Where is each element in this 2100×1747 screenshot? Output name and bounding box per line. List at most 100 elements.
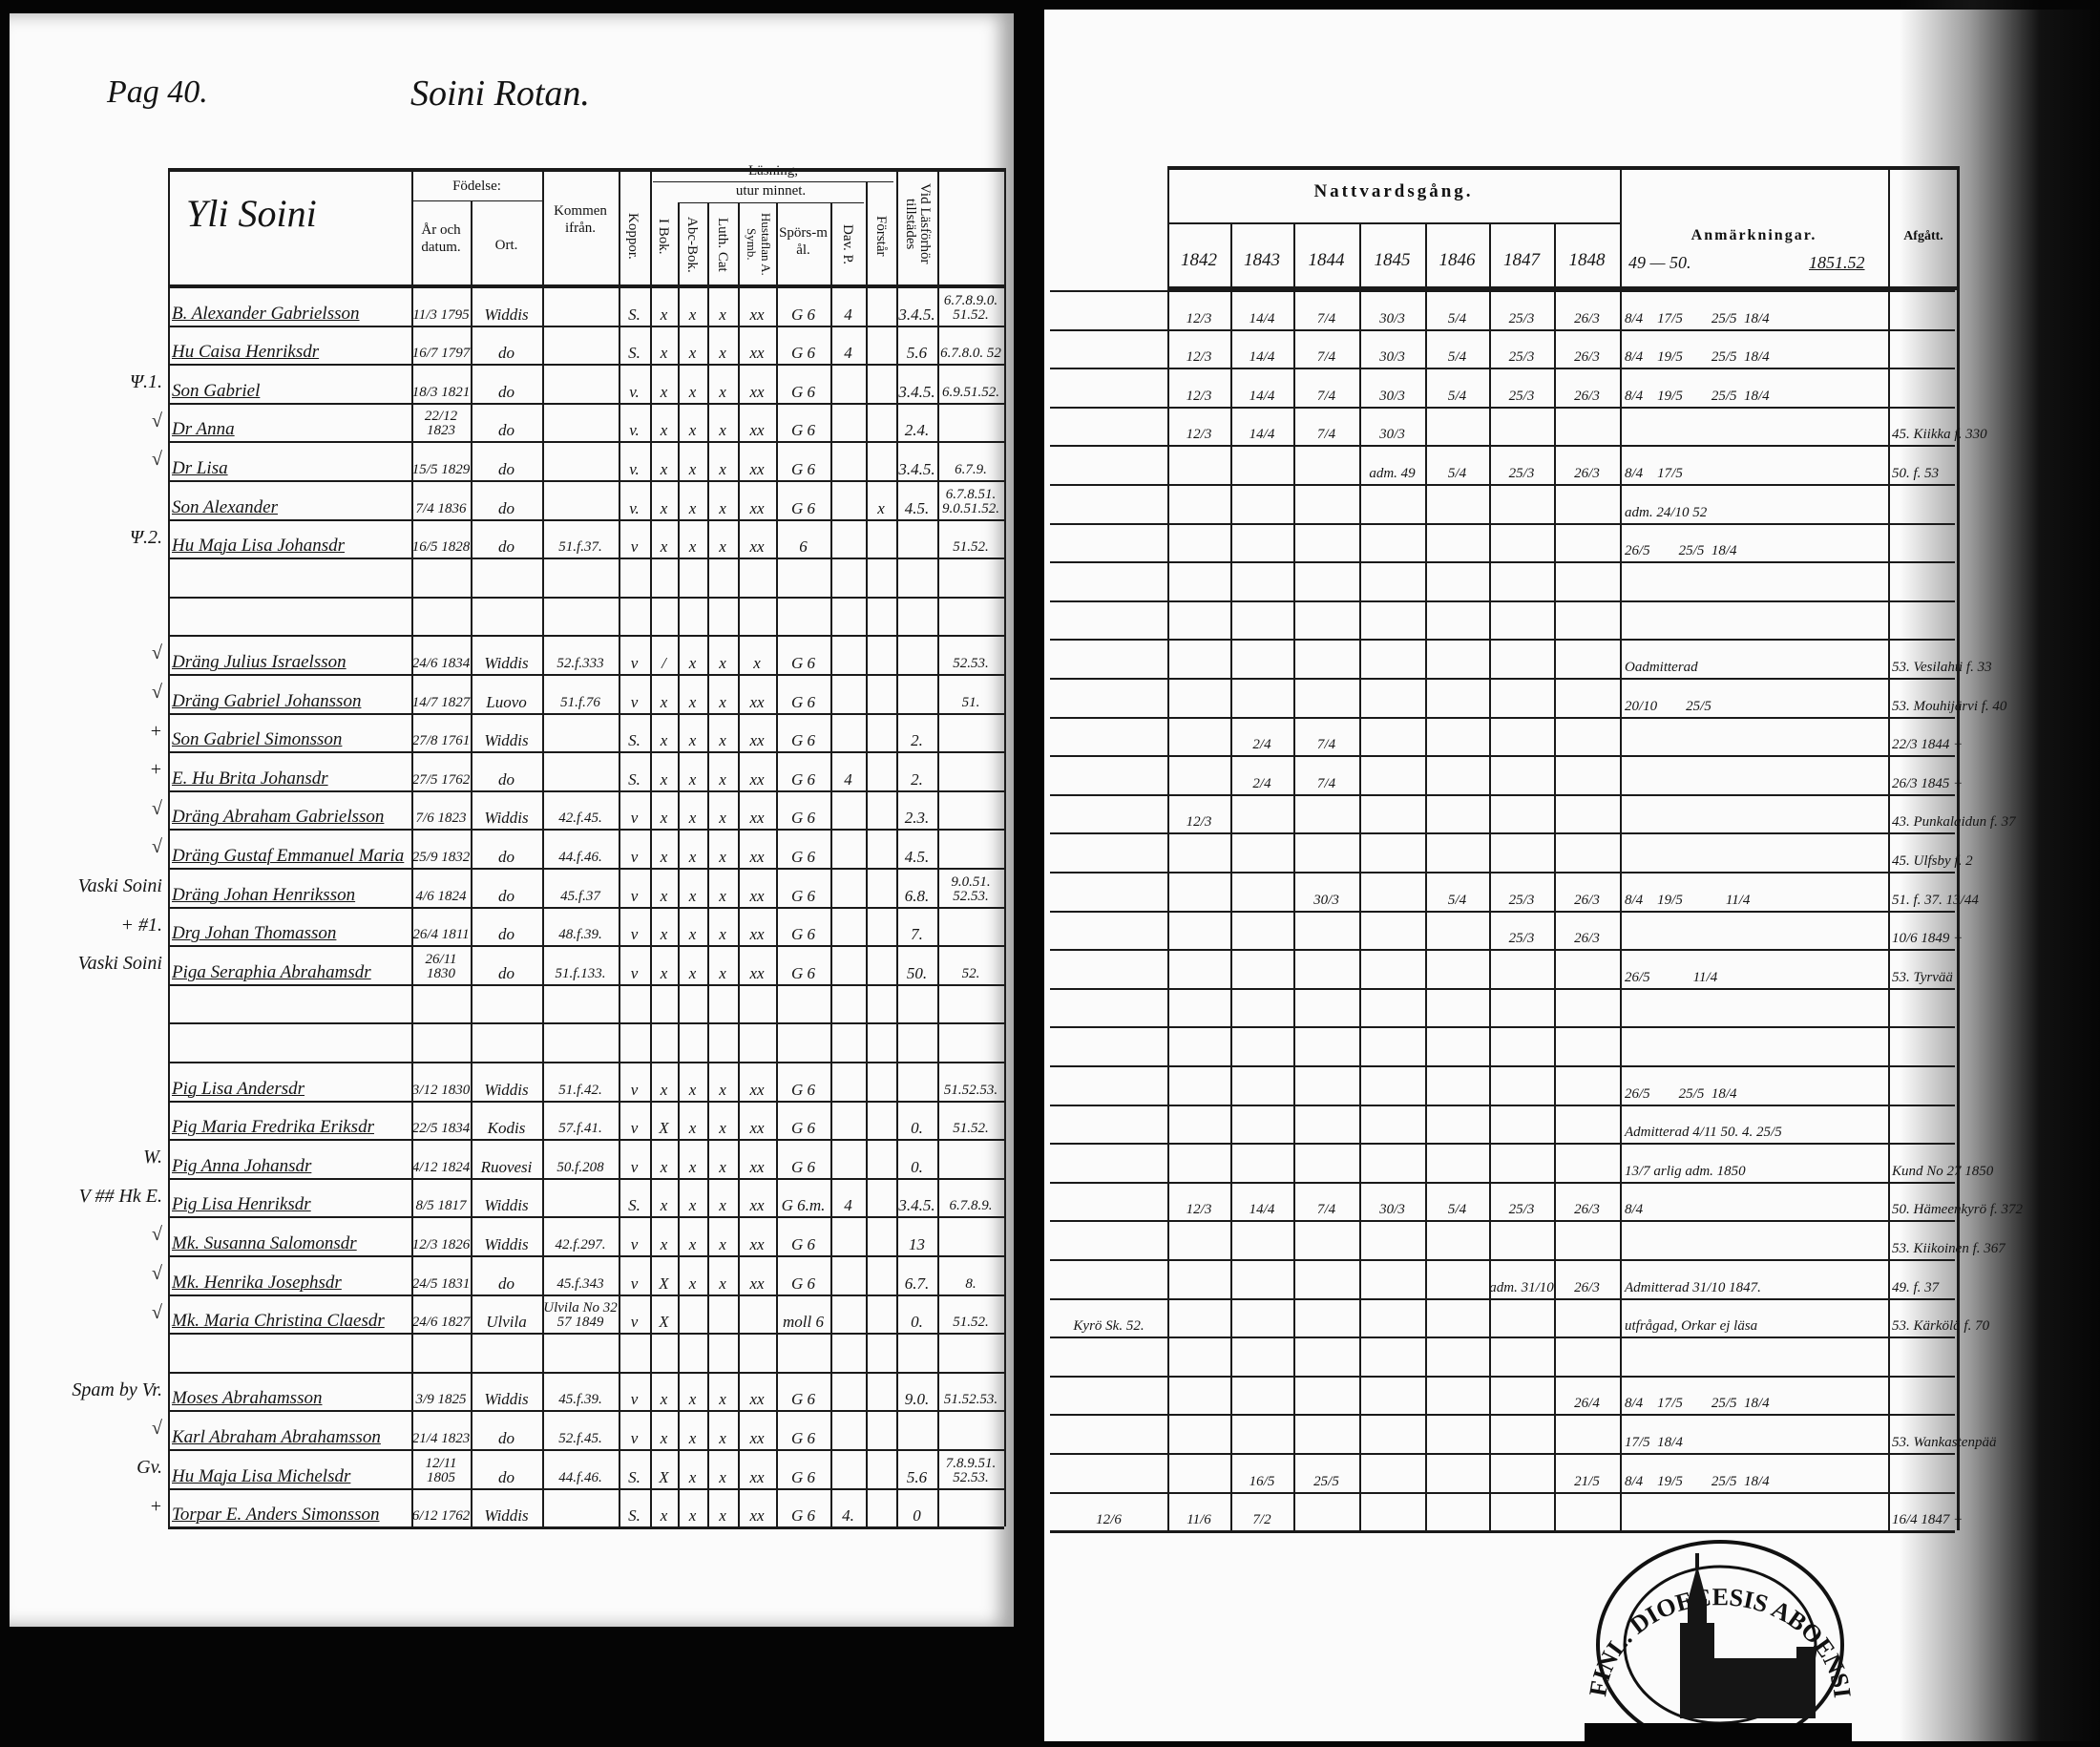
cell-i-bok: x [660, 1390, 668, 1409]
cell-hustaflan [738, 558, 776, 597]
cell-koppor: v [630, 809, 639, 828]
remark: adm. 24/10 52 [1625, 504, 1708, 520]
communion-date [1359, 1220, 1425, 1259]
cell-vid: 13 [909, 1234, 925, 1253]
remark: 8/4 19/5 11/4 [1625, 892, 1751, 908]
communion-date: 30/3 [1379, 1202, 1405, 1218]
communion-date [1425, 1065, 1489, 1105]
cell-born: 15/5 1829 [411, 461, 471, 477]
cell-sporsmal: G 6 [790, 1157, 816, 1176]
person-name: Hu Maja Lisa Johansdr [172, 536, 346, 557]
communion-date [1425, 639, 1489, 678]
communion-date [1293, 911, 1359, 950]
communion-date [1359, 949, 1425, 988]
remark [1625, 1026, 1886, 1065]
cell-forstar [866, 326, 896, 365]
communion-date [1230, 1376, 1293, 1415]
left-margin-note: V ## Hk E. [78, 1185, 162, 1207]
communion-date: 30/3 [1379, 388, 1405, 404]
communion-date [1293, 523, 1359, 562]
cell-koppor: v [630, 847, 639, 866]
remark [1625, 1220, 1886, 1259]
communion-date [1425, 1220, 1489, 1259]
cell-luth-cat: x [719, 1196, 726, 1215]
left-margin-note: + [149, 759, 163, 781]
cell-dav-p [830, 1449, 866, 1488]
left-row-line [168, 1100, 1004, 1103]
cell-sporsmal: G 6 [790, 498, 816, 517]
cell-born [411, 1333, 471, 1372]
cell-born: 24/6 1827 [411, 1315, 471, 1331]
cell-luth-cat: x [719, 1119, 726, 1138]
cell-hustaflan: xx [749, 731, 765, 750]
cell-koppor: v [630, 1273, 639, 1293]
communion-date [1293, 678, 1359, 717]
left-margin-note: √ [152, 1418, 162, 1440]
left-margin-note: Vaski Soini [77, 953, 162, 975]
header-year: 1844 [1308, 250, 1345, 270]
cell-luth-cat: x [719, 809, 726, 828]
communion-date [1554, 1143, 1620, 1182]
left-row-line [168, 1139, 1004, 1142]
cell-i-bok: x [660, 692, 668, 711]
right-pre-note [1050, 368, 1167, 407]
cell-years: 6.7.9. [955, 461, 987, 477]
communion-date [1489, 1414, 1554, 1453]
cell-i-bok: X [659, 1313, 669, 1332]
cell-luth-cat: x [719, 344, 726, 363]
remark: Admitterad 4/11 50. 4. 25/5 [1625, 1125, 1782, 1141]
cell-came-from: 45.f.39. [558, 1392, 602, 1408]
cell-luth-cat: x [719, 1428, 726, 1447]
cell-forstar [866, 751, 896, 790]
cell-hustaflan: xx [749, 1506, 765, 1526]
left-page [10, 13, 1014, 1627]
cell-luth-cat: x [719, 692, 726, 711]
person-name: Pig Lisa Henriksdr [172, 1194, 311, 1215]
remark [1625, 988, 1886, 1027]
cell-i-bok: x [660, 1080, 668, 1099]
communion-date: 30/3 [1313, 892, 1339, 908]
remark [1625, 717, 1886, 756]
cell-place [471, 1022, 542, 1062]
departure-note: Kund No 27 1850 [1892, 1163, 1994, 1179]
header-vid-lasforhor: Vid Läsförhör tillstädes [903, 183, 933, 264]
departure-note: 45. Ulfsby f. 2 [1892, 852, 1973, 869]
communion-date [1554, 484, 1620, 523]
cell-vid [896, 635, 937, 674]
remark: 26/5 25/5 18/4 [1625, 1085, 1737, 1102]
cell-place: do [498, 537, 514, 557]
cell-koppor: v. [629, 498, 640, 517]
cell-years [937, 1333, 1004, 1372]
communion-date [1425, 678, 1489, 717]
cell-abc-bok: x [688, 1273, 697, 1293]
cell-abc-bok: x [688, 1119, 697, 1138]
cell-vid: 3.4.5. [898, 1196, 935, 1215]
cell-dav-p [830, 907, 866, 946]
left-row-line [168, 1449, 1004, 1451]
cell-hustaflan: xx [749, 1119, 765, 1138]
communion-date [1293, 1259, 1359, 1298]
communion-date: 30/3 [1379, 427, 1405, 443]
cell-dav-p [830, 790, 866, 830]
fodelse-divider [411, 200, 542, 201]
cell-years: 52.53. [953, 655, 989, 671]
person-name: Torpar E. Anders Simonsson [172, 1505, 380, 1526]
communion-date: adm. 49 [1369, 465, 1416, 481]
communion-date: 5/4 [1447, 892, 1467, 908]
header-year: 1848 [1568, 250, 1606, 270]
cell-i-bok [650, 558, 678, 597]
cell-vid: 6.7. [904, 1273, 930, 1293]
cell-i-bok: X [659, 1119, 669, 1138]
communion-date: 7/2 [1252, 1512, 1271, 1528]
left-column-divider [738, 202, 740, 1527]
cell-years: 8. [965, 1275, 976, 1292]
communion-date [1167, 911, 1230, 950]
cell-years: 7.8.9.51. 52.53. [945, 1455, 997, 1485]
left-table-top-border [168, 168, 1004, 172]
right-row-line [1050, 793, 1955, 796]
header-abc-bok: Abc-Bok. [684, 216, 700, 273]
communion-date [1425, 1414, 1489, 1453]
right-row-line [1050, 1143, 1955, 1146]
cell-abc-bok [678, 597, 707, 636]
cell-sporsmal: G 6 [790, 963, 816, 982]
